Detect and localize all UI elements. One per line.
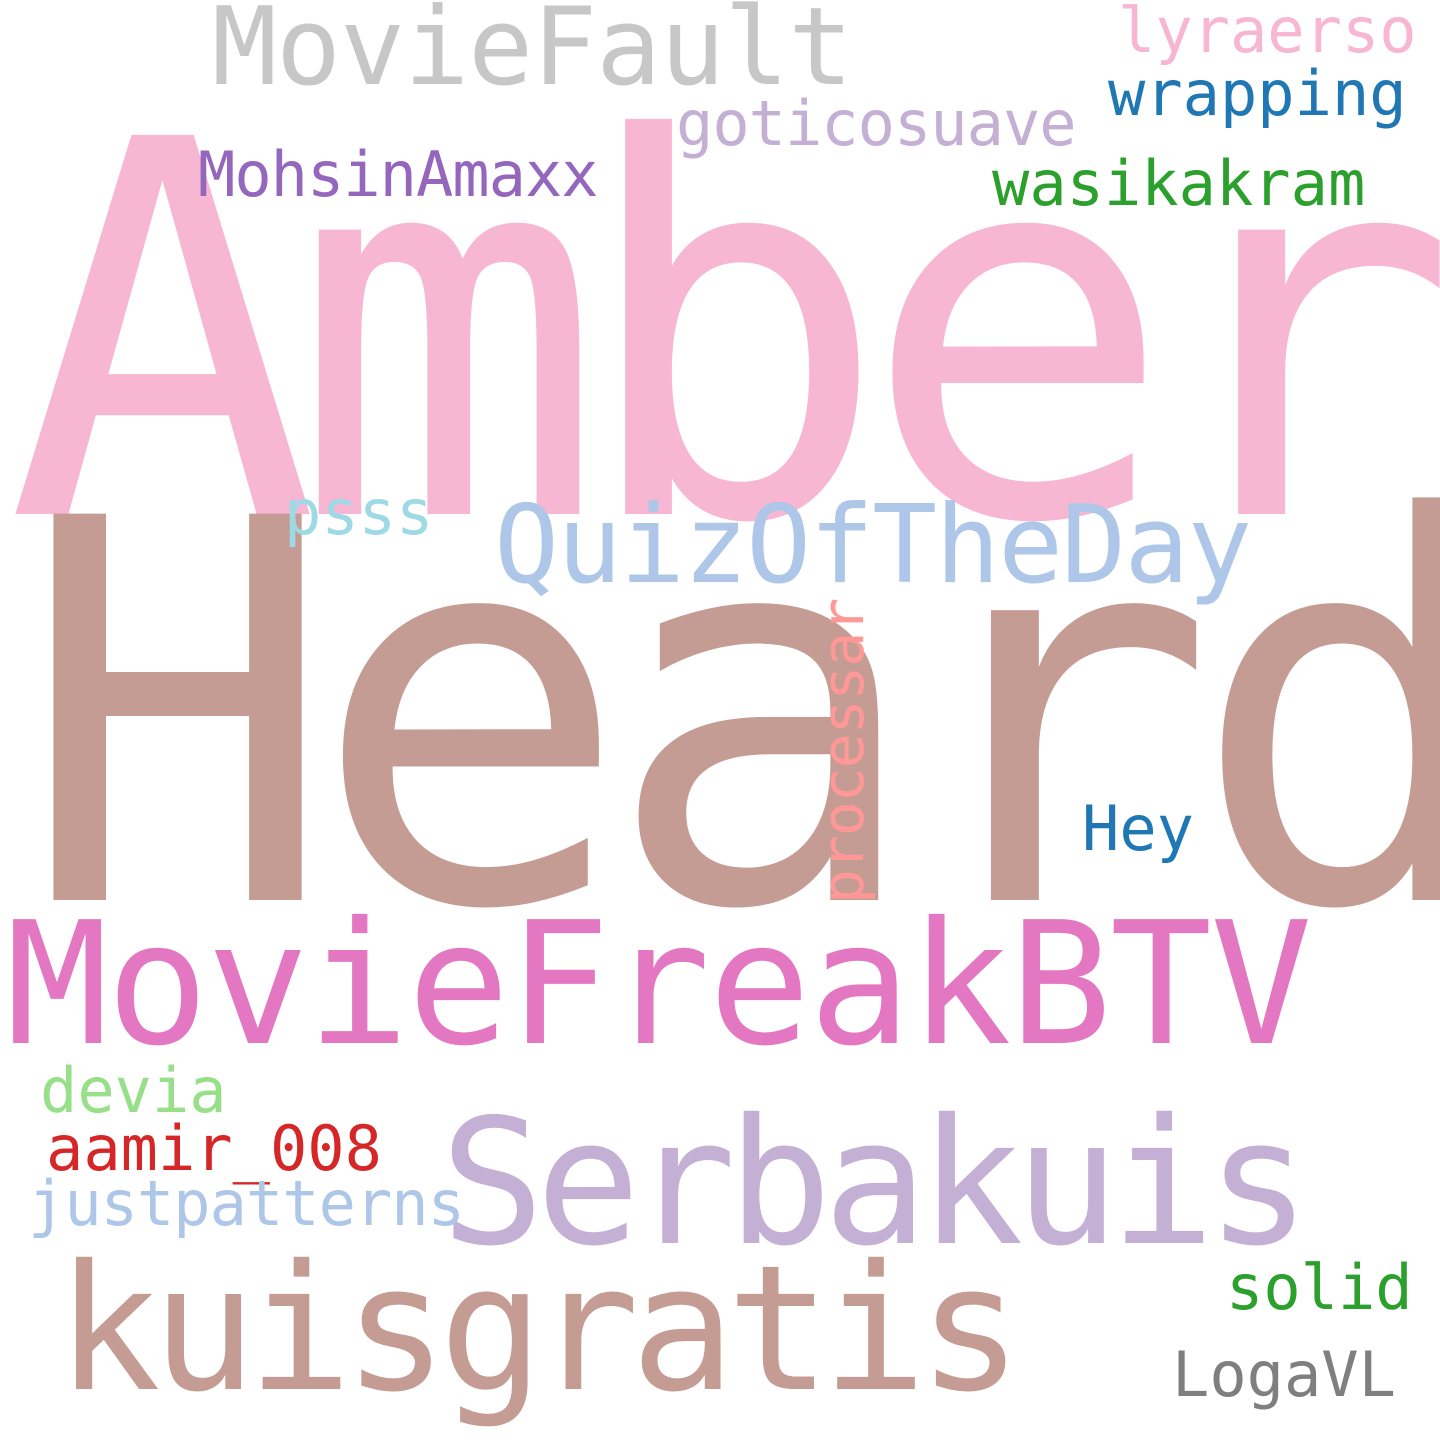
- word-serbakuis: Serbakuis: [440, 1082, 1311, 1285]
- word-justpatterns: justpatterns: [28, 1167, 465, 1240]
- word-mohsinamaxx: MohsinAmaxx: [198, 138, 599, 211]
- word-amber: Amber: [6, 31, 1440, 637]
- word-moviefreakbtv: MovieFreakBTV: [6, 886, 1313, 1084]
- word-wrapping: wrapping: [1108, 57, 1407, 130]
- word-hey: Hey: [1082, 792, 1194, 865]
- word-devia: devia: [40, 1054, 227, 1127]
- word-kuisgratis: kuisgratis: [56, 1228, 1023, 1431]
- word-moviefault: MovieFault: [212, 0, 853, 110]
- word-aamir_008: aamir_008: [46, 1112, 382, 1185]
- word-wasikakram: wasikakram: [992, 147, 1366, 220]
- word-logavl: LogaVL: [1172, 1338, 1396, 1411]
- word-psss: psss: [284, 476, 434, 549]
- word-solid: solid: [1226, 1251, 1413, 1324]
- word-lyraerso: lyraerso: [1118, 0, 1417, 67]
- word-heard: Heard: [18, 408, 1440, 1025]
- word-processar: processar: [809, 598, 877, 904]
- word-goticosuave: goticosuave: [676, 87, 1077, 160]
- word-quizoftheday: QuizOfTheDay: [494, 483, 1252, 608]
